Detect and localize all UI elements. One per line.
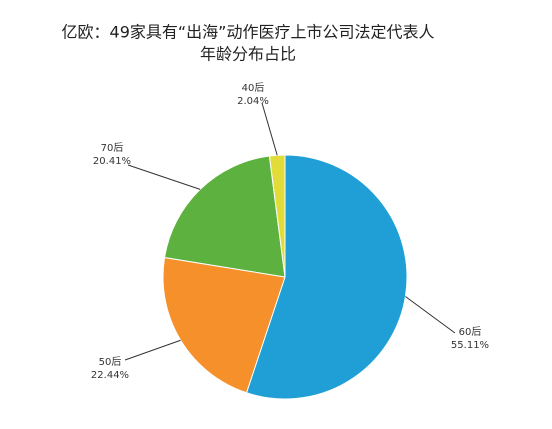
pie-slice — [268, 154, 286, 278]
value-label: 20.41% — [93, 156, 131, 167]
value-label: 2.04% — [237, 96, 269, 107]
slice-label: 40后 — [242, 82, 265, 94]
leader-line — [261, 102, 278, 156]
leader-line — [405, 296, 456, 334]
pie-slice — [163, 155, 286, 278]
slice-label: 60后 — [459, 326, 482, 338]
leader-line — [127, 164, 201, 190]
chart-title: 年龄分布占比 — [200, 45, 296, 64]
chart-title: 亿欧：49家具有“出海”动作医疗上市公司法定代表人 — [62, 23, 435, 42]
slice-label: 70后 — [101, 142, 124, 154]
leader-line — [124, 339, 181, 361]
pie-slice — [245, 154, 408, 400]
pie-slice — [162, 256, 286, 394]
value-label: 22.44% — [91, 370, 129, 381]
slice-label: 50后 — [99, 356, 122, 368]
value-label: 55.11% — [451, 340, 489, 351]
